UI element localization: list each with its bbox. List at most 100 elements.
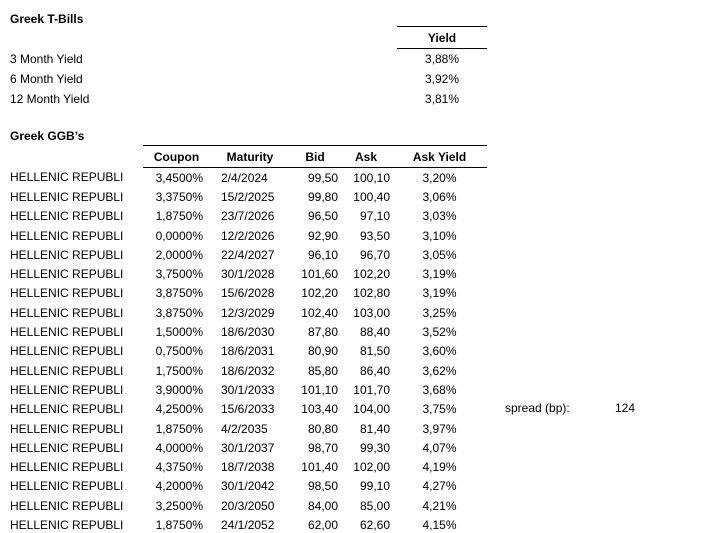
bond-name: HELLENIC REPUBLI — [10, 228, 124, 243]
bond-maturity: 2/4/2024 — [221, 170, 268, 185]
bond-ask-yield: 3,75% — [422, 402, 457, 417]
bond-maturity: 30/1/2042 — [221, 479, 275, 494]
col-header-ask: Ask — [340, 145, 392, 168]
bond-maturity: 15/6/2028 — [221, 286, 275, 301]
bond-ask-yield: 3,19% — [422, 267, 457, 282]
bond-row: HELLENIC REPUBLI 1,8750% 23/7/2026 96,50… — [10, 207, 487, 226]
bond-row: HELLENIC REPUBLI 4,2000% 30/1/2042 98,50… — [10, 477, 487, 496]
bond-bid: 99,50 — [307, 170, 338, 185]
tbill-row: 6 Month Yield 3,92% — [10, 69, 487, 89]
bond-ask-yield: 3,19% — [422, 286, 457, 301]
bond-name: HELLENIC REPUBLI — [10, 170, 124, 185]
bond-coupon: 3,8750% — [155, 305, 203, 320]
bond-ask: 102,00 — [353, 460, 390, 475]
bond-bid: 80,90 — [307, 344, 338, 359]
bond-ask: 103,00 — [353, 305, 390, 320]
bond-coupon: 3,2500% — [155, 498, 203, 513]
bond-ask: 81,40 — [359, 421, 390, 436]
bond-ask-yield: 3,97% — [422, 421, 457, 436]
tbills-header-spacer — [10, 27, 397, 49]
bond-ask: 100,40 — [353, 189, 390, 204]
tbills-yield-column-header: Yield — [397, 26, 487, 49]
bond-name: HELLENIC REPUBLI — [10, 517, 124, 532]
bond-ask-yield: 4,19% — [422, 460, 457, 475]
bond-row: HELLENIC REPUBLI 3,7500% 30/1/2028 101,6… — [10, 264, 487, 283]
bond-ask: 99,30 — [359, 440, 390, 455]
bond-coupon: 3,7500% — [155, 267, 203, 282]
bond-ask-yield: 3,60% — [422, 344, 457, 359]
tbill-label: 6 Month Yield — [10, 72, 83, 86]
bond-row: HELLENIC REPUBLI 1,5000% 18/6/2030 87,80… — [10, 322, 487, 341]
ggb-table: Coupon Maturity Bid Ask Ask Yield HELLEN… — [10, 145, 487, 533]
bond-bid: 62,00 — [307, 517, 338, 532]
bond-name: HELLENIC REPUBLI — [10, 498, 124, 513]
bond-name: HELLENIC REPUBLI — [10, 460, 124, 475]
bond-maturity: 18/6/2032 — [221, 363, 275, 378]
bond-name: HELLENIC REPUBLI — [10, 344, 124, 359]
bond-bid: 98,70 — [307, 440, 338, 455]
bond-name: HELLENIC REPUBLI — [10, 267, 124, 282]
bond-coupon: 1,5000% — [155, 325, 203, 340]
bond-row: HELLENIC REPUBLI 4,0000% 30/1/2037 98,70… — [10, 438, 487, 457]
tbill-row: 3 Month Yield 3,88% — [10, 49, 487, 70]
bond-bid: 87,80 — [307, 325, 338, 340]
bond-name: HELLENIC REPUBLI — [10, 363, 124, 378]
spread-label: spread (bp): — [505, 401, 570, 415]
bond-coupon: 1,8750% — [155, 209, 203, 224]
bond-bid: 85,80 — [307, 363, 338, 378]
bond-maturity: 15/2/2025 — [221, 189, 275, 204]
bond-bid: 99,80 — [307, 189, 338, 204]
bond-maturity: 12/3/2029 — [221, 305, 275, 320]
bond-bid: 96,50 — [307, 209, 338, 224]
bond-maturity: 18/6/2030 — [221, 325, 275, 340]
bond-row: HELLENIC REPUBLI 3,3750% 15/2/2025 99,80… — [10, 187, 487, 206]
bond-ask: 93,50 — [359, 228, 390, 243]
bond-bid: 101,40 — [301, 460, 338, 475]
bond-bid: 101,10 — [301, 382, 338, 397]
bond-name: HELLENIC REPUBLI — [10, 402, 124, 417]
ggb-section-title: Greek GGB’s — [10, 129, 85, 143]
bond-ask: 102,80 — [353, 286, 390, 301]
bond-ask: 88,40 — [359, 325, 390, 340]
bond-bid: 102,20 — [301, 286, 338, 301]
col-header-ask-yield: Ask Yield — [392, 145, 487, 168]
tbills-body: 3 Month Yield 3,88% 6 Month Yield 3,92% … — [10, 49, 487, 110]
bond-name: HELLENIC REPUBLI — [10, 421, 124, 436]
tbill-yield-value: 3,81% — [424, 92, 460, 106]
bond-maturity: 24/1/2052 — [221, 517, 275, 532]
bond-ask: 100,10 — [353, 170, 390, 185]
col-header-maturity: Maturity — [210, 145, 290, 168]
bond-row: HELLENIC REPUBLI 3,8750% 15/6/2028 102,2… — [10, 284, 487, 303]
bond-row: HELLENIC REPUBLI 4,2500% 15/6/2033 103,4… — [10, 400, 487, 419]
bond-name: HELLENIC REPUBLI — [10, 479, 124, 494]
bond-maturity: 30/1/2033 — [221, 382, 275, 397]
bond-ask-yield: 3,52% — [422, 325, 457, 340]
bond-ask-yield: 3,03% — [422, 209, 457, 224]
bond-ask: 101,70 — [353, 382, 390, 397]
bond-name: HELLENIC REPUBLI — [10, 189, 124, 204]
bond-name: HELLENIC REPUBLI — [10, 325, 124, 340]
bond-name: HELLENIC REPUBLI — [10, 382, 124, 397]
bond-row: HELLENIC REPUBLI 0,0000% 12/2/2026 92,90… — [10, 226, 487, 245]
bond-bid: 92,90 — [307, 228, 338, 243]
tbills-section-title: Greek T-Bills — [10, 12, 84, 26]
bond-bid: 103,40 — [301, 402, 338, 417]
bond-ask: 97,10 — [359, 209, 390, 224]
bond-row: HELLENIC REPUBLI 4,3750% 18/7/2038 101,4… — [10, 457, 487, 476]
bond-row: HELLENIC REPUBLI 3,9000% 30/1/2033 101,1… — [10, 380, 487, 399]
bond-coupon: 4,2500% — [155, 402, 203, 417]
tbills-header-row: Yield — [10, 26, 487, 49]
bond-maturity: 15/6/2033 — [221, 402, 275, 417]
bond-ask: 86,40 — [359, 363, 390, 378]
bond-name: HELLENIC REPUBLI — [10, 209, 124, 224]
bond-coupon: 3,3750% — [155, 189, 203, 204]
bond-coupon: 2,0000% — [155, 247, 203, 262]
bond-ask-yield: 3,10% — [422, 228, 457, 243]
bond-ask-yield: 4,21% — [422, 498, 457, 513]
bond-bid: 102,40 — [301, 305, 338, 320]
bond-bid: 98,50 — [307, 479, 338, 494]
bond-row: HELLENIC REPUBLI 1,8750% 24/1/2052 62,00… — [10, 515, 487, 533]
bond-bid: 80,80 — [307, 421, 338, 436]
bond-ask: 96,70 — [359, 247, 390, 262]
